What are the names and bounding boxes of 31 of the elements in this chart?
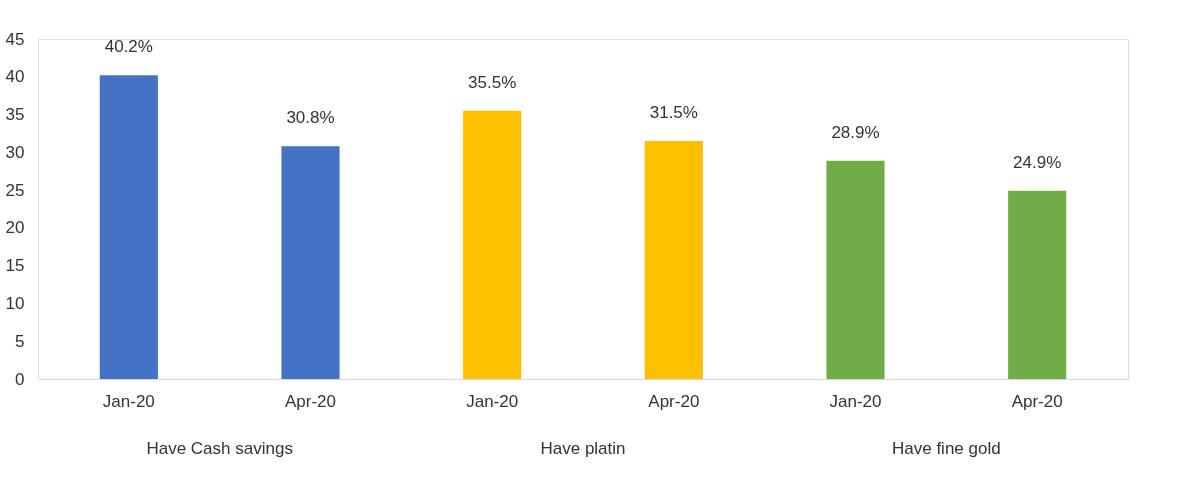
y-tick-label: 35 xyxy=(5,105,25,125)
x-tick-label: Apr-20 xyxy=(648,391,700,411)
bar xyxy=(826,160,885,379)
y-tick-label: 40 xyxy=(5,67,25,87)
x-tick-label: Jan-20 xyxy=(102,391,155,411)
y-tick-label: 25 xyxy=(5,180,25,200)
x-tick-label: Jan-20 xyxy=(829,391,882,411)
data-label: 31.5% xyxy=(649,103,698,122)
y-tick-label: 45 xyxy=(5,29,25,49)
y-tick-label: 20 xyxy=(5,218,25,238)
y-tick-label: 30 xyxy=(5,142,25,162)
bar xyxy=(99,75,158,379)
bar xyxy=(644,141,703,379)
x-tick-label: Apr-20 xyxy=(1011,391,1063,411)
y-tick-label: 0 xyxy=(15,369,25,389)
data-label: 40.2% xyxy=(104,37,153,57)
data-label: 24.9% xyxy=(1013,152,1062,172)
text: Have fine gold xyxy=(891,439,1001,458)
data-label: 30.8% xyxy=(286,108,335,128)
bar xyxy=(463,110,522,379)
y-tick-label: 5 xyxy=(15,331,25,351)
bar xyxy=(281,146,340,379)
x-tick-label: Apr-20 xyxy=(284,391,337,411)
bar xyxy=(1008,190,1067,379)
data-label: 28.9% xyxy=(831,122,880,142)
x-tick-label: Jan-20 xyxy=(466,391,519,411)
y-tick-label: 15 xyxy=(5,256,25,276)
data-label: 35.5% xyxy=(468,72,517,92)
text: Have Cash savings xyxy=(146,439,293,458)
y-tick-label: 10 xyxy=(5,293,25,313)
text: Have platin xyxy=(540,439,626,458)
